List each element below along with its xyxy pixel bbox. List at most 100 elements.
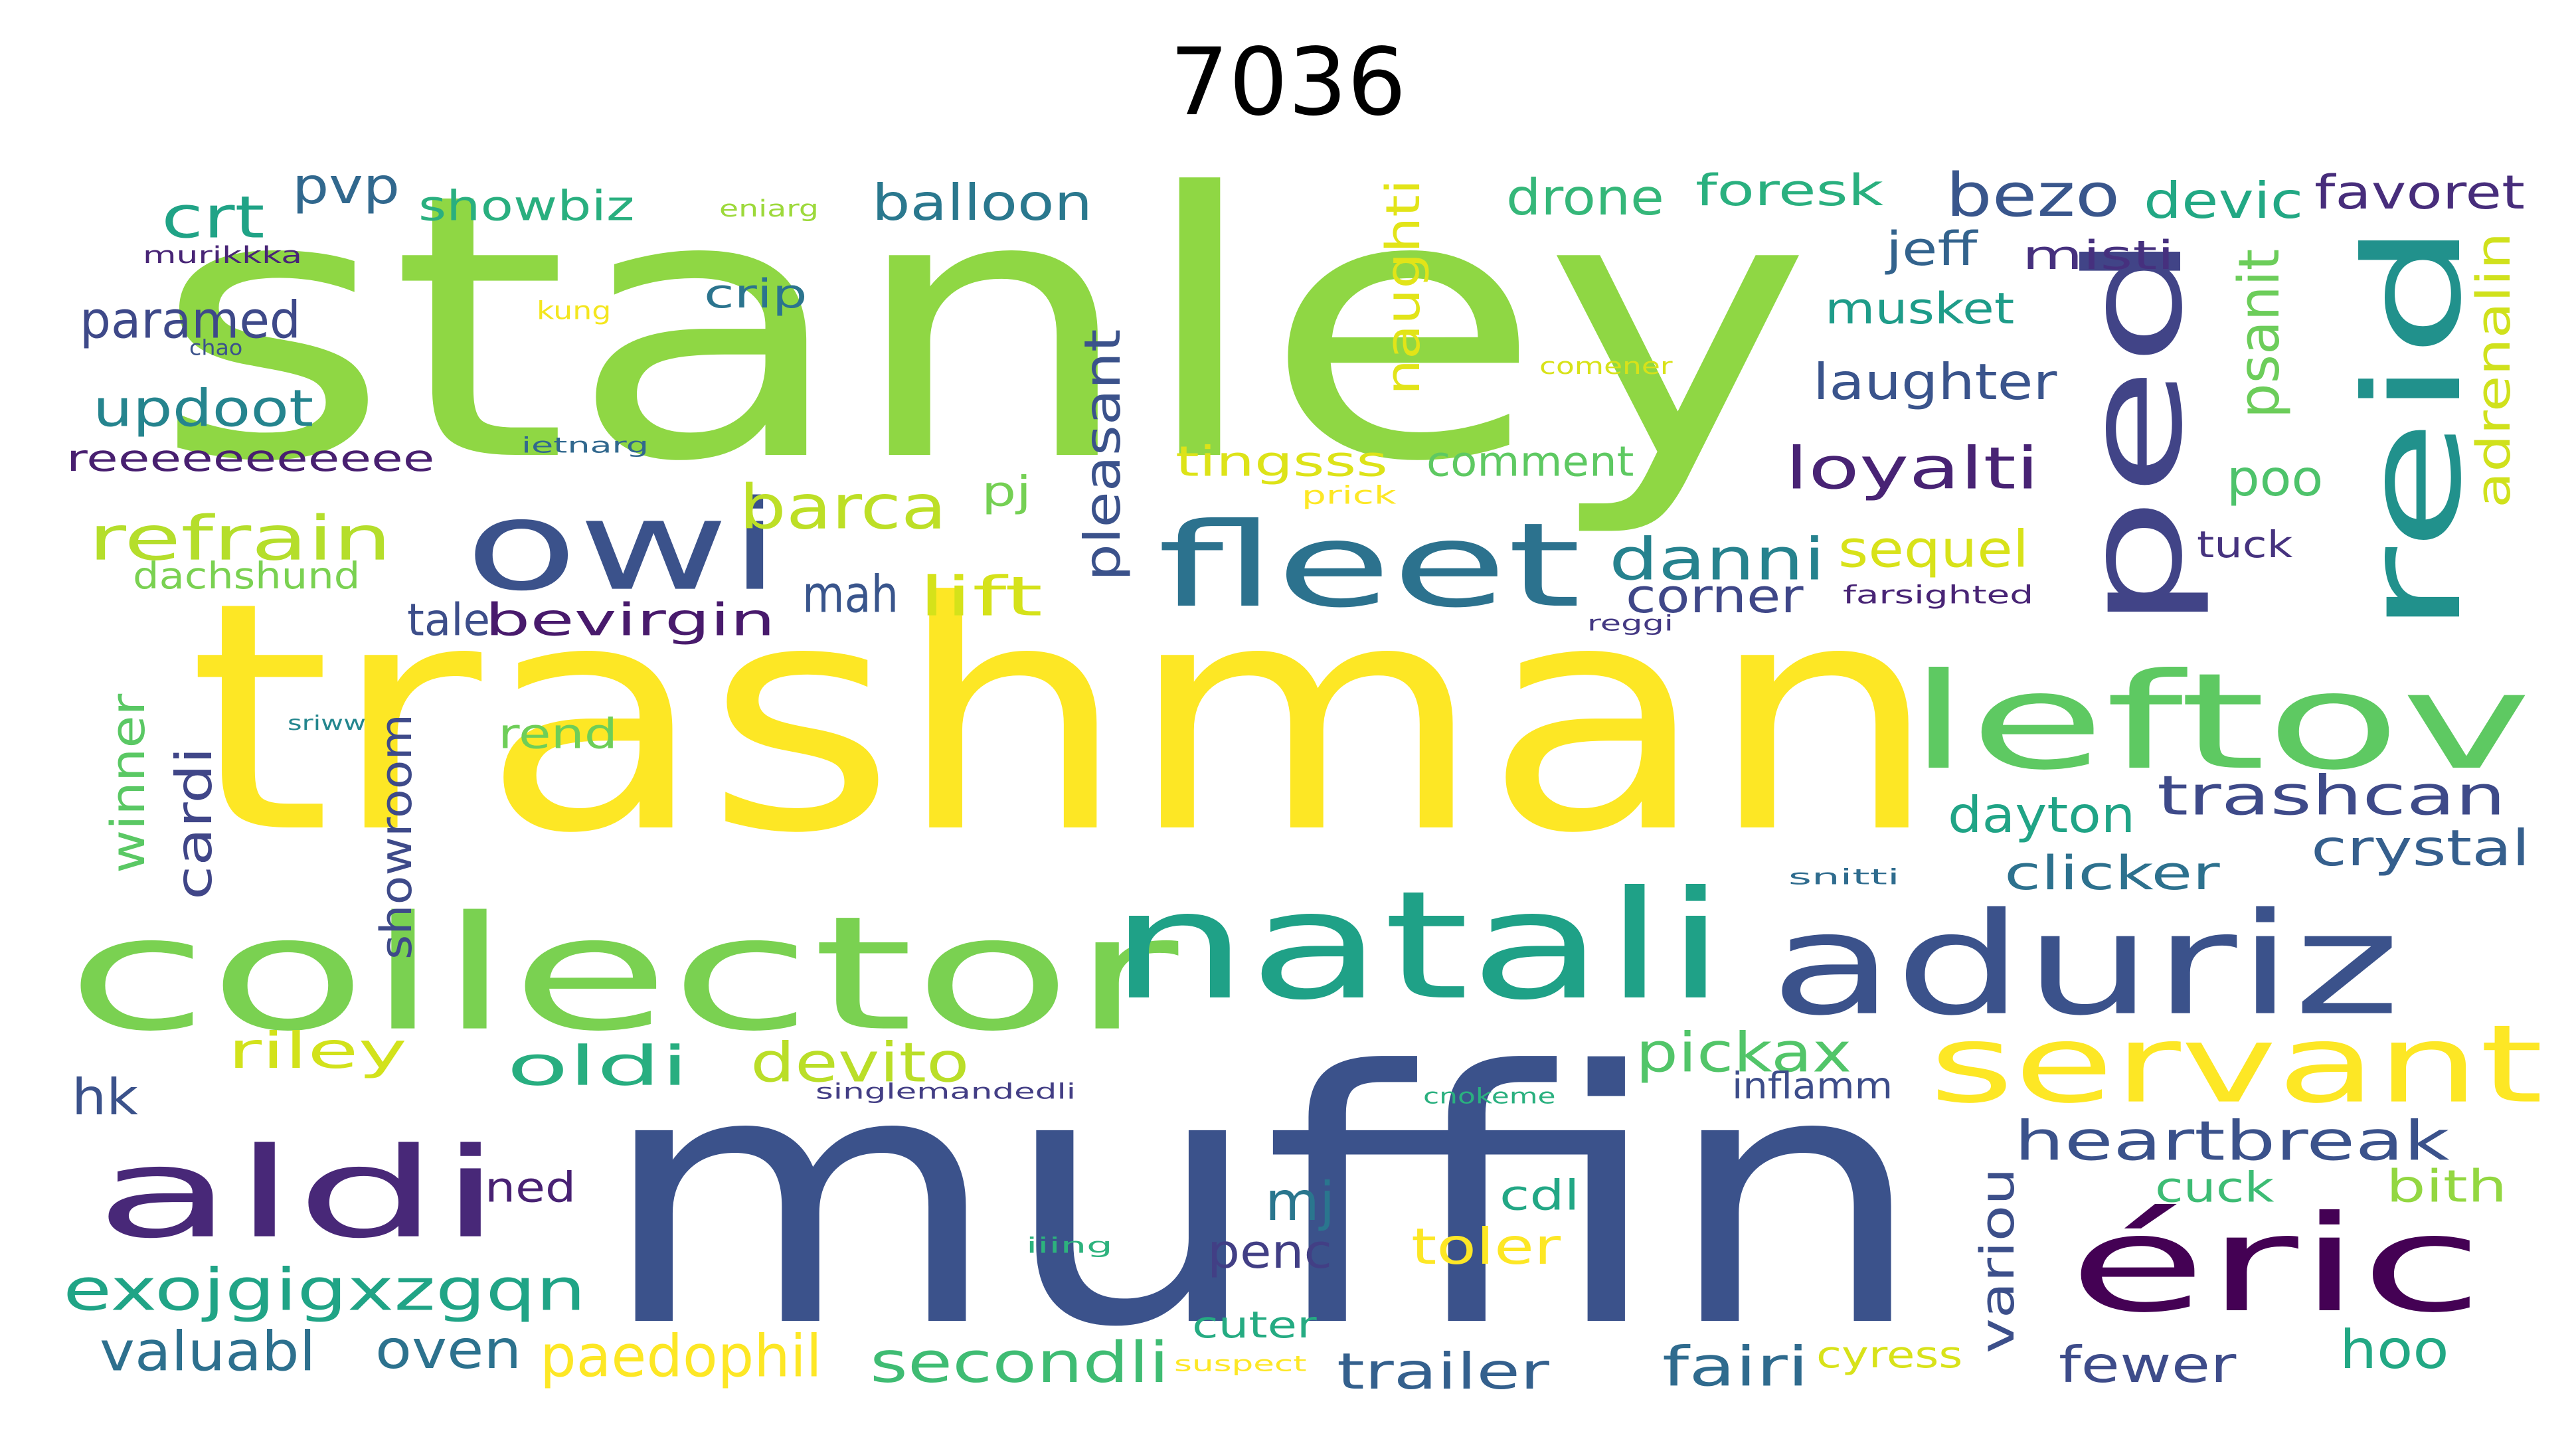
word-drone: drone <box>1505 168 1664 226</box>
word-danni: danni <box>1608 526 1826 594</box>
word-psanit: psanit <box>2227 248 2292 418</box>
word-fewer: fewer <box>2059 1335 2237 1394</box>
word-comment: comment <box>1426 438 1634 486</box>
word-devic: devic <box>2143 171 2303 230</box>
word-cdl: cdl <box>1499 1171 1580 1220</box>
word-barca: barca <box>738 471 946 543</box>
word-poo: poo <box>2226 448 2323 507</box>
word-collector: collector <box>66 883 1179 1067</box>
word-winner: winner <box>100 693 155 873</box>
word-stanley: stanley <box>153 116 1813 541</box>
word-sriww: sriww <box>287 712 366 735</box>
word-tuck: tuck <box>2196 523 2292 566</box>
word-pleasant: pleasant <box>1073 329 1132 581</box>
word-prick: prick <box>1302 480 1397 509</box>
word-secondli: secondli <box>870 1330 1169 1396</box>
word-cuck: cuck <box>2155 1163 2275 1211</box>
word-toler: toler <box>1411 1217 1561 1276</box>
word-heartbreak: heartbreak <box>2014 1109 2450 1173</box>
word-devito: devito <box>750 1031 970 1095</box>
word-tale: tale <box>406 594 490 646</box>
word-clicker: clicker <box>2004 846 2220 900</box>
word-inflamm: inflamm <box>1731 1064 1893 1107</box>
word-corner: corner <box>1625 568 1804 624</box>
word-cnokeme: cnokeme <box>1422 1084 1556 1109</box>
word-mah: mah <box>802 564 899 624</box>
figure-title: 7036 <box>1169 29 1407 137</box>
word-reggi: reggi <box>1587 610 1674 636</box>
word-oven: oven <box>375 1318 522 1381</box>
word-showbiz: showbiz <box>418 182 635 230</box>
word-murikkka: murikkka <box>143 242 303 269</box>
word-trailer: trailer <box>1336 1341 1549 1401</box>
word-leftov: leftov <box>1907 644 2532 800</box>
word-farsighted: farsighted <box>1843 580 2034 609</box>
word-paedophil: paedophil <box>539 1323 822 1391</box>
word-pj: pj <box>981 468 1031 516</box>
word-bith: bith <box>2385 1159 2507 1212</box>
word-trashman: trashman <box>187 535 1939 902</box>
word-ietnarg: ietnarg <box>521 433 649 458</box>
word-valuabl: valuabl <box>100 1320 316 1384</box>
word-muffin: muffin <box>598 997 1927 1403</box>
word-aldi: aldi <box>94 1122 502 1266</box>
word-loyalti: loyalti <box>1784 434 2039 502</box>
word-mj: mj <box>1265 1171 1335 1233</box>
word-showroom: showroom <box>372 713 422 960</box>
word-fleet: fleet <box>1157 499 1581 634</box>
word-bezo: bezo <box>1946 161 2120 230</box>
word-aduriz: aduriz <box>1770 883 2401 1047</box>
word-crystal: crystal <box>2311 819 2530 877</box>
word-iiing: iiing <box>1026 1233 1113 1258</box>
word-sequel: sequel <box>1838 520 2029 580</box>
word-snitti: snitti <box>1788 865 1900 890</box>
word-crip: crip <box>704 270 808 317</box>
word-riley: riley <box>227 1021 407 1080</box>
word-laughter: laughter <box>1813 352 2057 411</box>
word-paramed: paramed <box>80 291 301 351</box>
word-updoot: updoot <box>93 379 314 438</box>
word-hk: hk <box>71 1068 138 1126</box>
word-fairi: fairi <box>1662 1335 1809 1399</box>
word-servant: servant <box>1929 1001 2543 1127</box>
word-trashcan: trashcan <box>2156 764 2506 827</box>
word-hoo: hoo <box>2339 1318 2449 1381</box>
word-cardi: cardi <box>165 746 223 900</box>
word-cuter: cuter <box>1192 1303 1317 1346</box>
word-adrenalin: adrenalin <box>2466 232 2521 508</box>
word-tingsss: tingsss <box>1175 438 1388 486</box>
word-balloon: balloon <box>871 173 1092 232</box>
word-penc: penc <box>1207 1225 1332 1279</box>
word-comener: comener <box>1539 353 1673 380</box>
word-musket: musket <box>1824 284 2014 334</box>
word-foresk: foresk <box>1695 166 1883 216</box>
word-rend: rend <box>498 710 618 758</box>
word-favoret: favoret <box>2314 165 2525 220</box>
word-crt: crt <box>161 184 265 252</box>
word-refrain: refrain <box>88 503 392 574</box>
word-eniarg: eniarg <box>719 195 819 222</box>
word-exojgigxzgqn: exojgigxzgqn <box>63 1256 586 1324</box>
word-misti: misti <box>2022 232 2175 279</box>
word-oldi: oldi <box>506 1035 689 1098</box>
word-ped: ped <box>2057 232 2212 631</box>
word-dayton: dayton <box>1947 786 2135 844</box>
word-reeeeeeeeeee: reeeeeeeeeee <box>66 436 435 479</box>
word-pvp: pvp <box>292 156 400 215</box>
word-kung: kung <box>536 296 611 325</box>
word-lift: lift <box>918 564 1043 628</box>
word-jeff: jeff <box>1886 222 1978 276</box>
word-singlemandedli: singlemandedli <box>815 1078 1076 1104</box>
word-reid: reid <box>2336 220 2491 636</box>
word-eric: éric <box>2069 1187 2484 1342</box>
word-cyress: cyress <box>1816 1333 1963 1376</box>
word-bevirgin: bevirgin <box>485 594 776 646</box>
word-naughti: naughti <box>1375 179 1430 395</box>
word-owi: owi <box>465 474 781 619</box>
word-chao: chao <box>189 335 243 360</box>
word-natali: natali <box>1109 859 1727 1033</box>
word-dachshund: dachshund <box>133 555 361 597</box>
word-pickax: pickax <box>1635 1021 1851 1085</box>
word-ned: ned <box>485 1163 576 1211</box>
